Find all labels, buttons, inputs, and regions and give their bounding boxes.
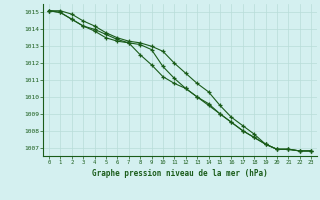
X-axis label: Graphe pression niveau de la mer (hPa): Graphe pression niveau de la mer (hPa)	[92, 169, 268, 178]
